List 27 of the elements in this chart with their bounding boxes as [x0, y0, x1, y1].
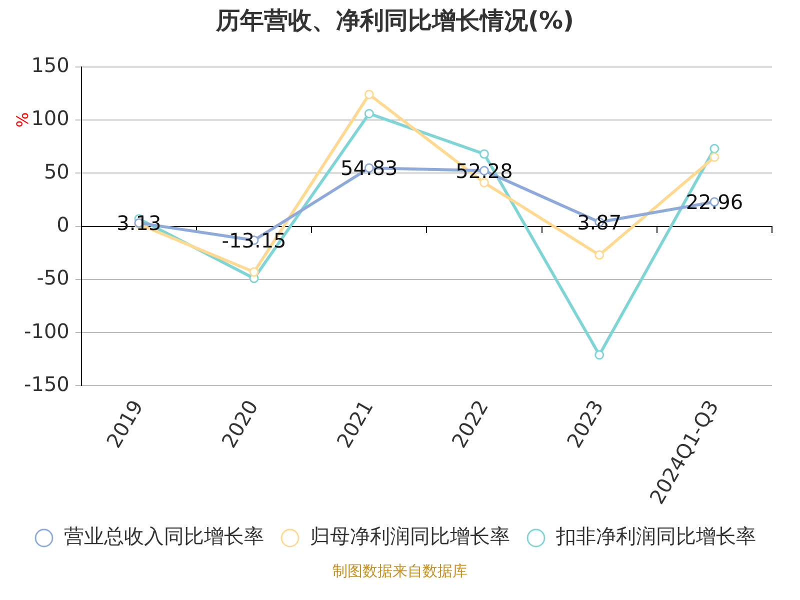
point: [710, 152, 720, 162]
data-label: 54.83: [340, 156, 398, 180]
y-tick-label: -150: [24, 372, 70, 396]
y-tick-label: 50: [44, 159, 70, 184]
legend-label: 扣非净利润同比增长率: [555, 524, 756, 548]
chart-title: 历年营收、净利同比增长情况(%): [215, 6, 574, 35]
data-label: 52.28: [456, 158, 513, 183]
y-tick-label: 100: [31, 106, 70, 130]
point: [364, 90, 374, 100]
legend-label: 归母净利润同比增长率: [310, 524, 510, 548]
data-label: 3.13: [116, 211, 162, 236]
point: [479, 149, 489, 159]
y-tick-label: -50: [36, 266, 70, 290]
data-label: 22.96: [686, 190, 744, 214]
point: [249, 267, 259, 277]
point: [364, 108, 374, 118]
data-label: -13.15: [222, 228, 286, 252]
point: [710, 144, 720, 154]
point: [594, 250, 604, 260]
legend-label: 营业总收入同比增长率: [64, 524, 264, 548]
point: [479, 178, 489, 188]
y-tick-label: 150: [31, 53, 70, 78]
y-tick-label: 0: [56, 212, 70, 236]
text: 制图数据来自数据库: [332, 562, 468, 581]
y-axis-title: %: [13, 112, 32, 128]
y-tick-label: -100: [24, 318, 70, 343]
point: [594, 350, 604, 360]
